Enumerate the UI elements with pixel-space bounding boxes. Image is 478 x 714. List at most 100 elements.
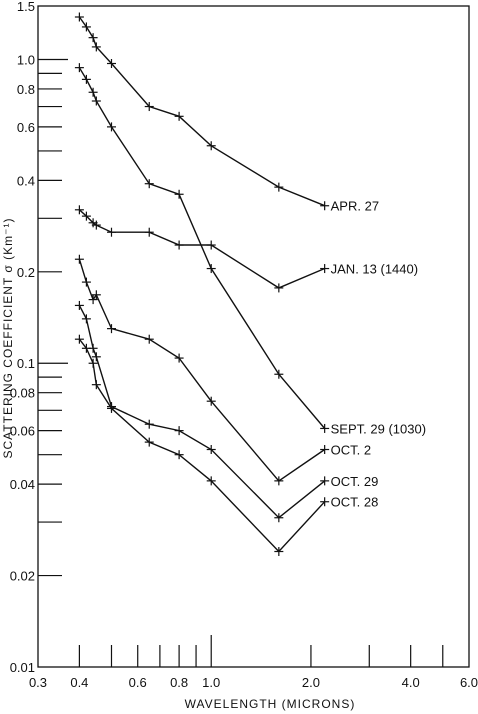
y-tick-label: 0.1 — [17, 356, 35, 371]
data-point — [174, 189, 184, 199]
series-label: JAN. 13 (1440) — [331, 262, 418, 277]
data-point — [106, 324, 116, 334]
y-tick-label: 0.04 — [10, 477, 35, 492]
data-point — [81, 74, 91, 84]
data-point — [88, 87, 98, 97]
data-point — [88, 295, 98, 305]
data-point — [274, 513, 284, 523]
series-label: OCT. 2 — [331, 443, 371, 458]
data-point — [206, 264, 216, 274]
series-points — [74, 12, 330, 557]
data-point — [144, 437, 154, 447]
data-point — [274, 547, 284, 557]
x-tick-label: 1.0 — [202, 675, 220, 690]
data-point — [74, 254, 84, 264]
data-point — [274, 283, 284, 293]
x-tick-label: 0.3 — [29, 675, 47, 690]
data-point — [74, 334, 84, 344]
data-point — [91, 290, 101, 300]
data-point — [74, 205, 84, 215]
data-point — [106, 403, 116, 413]
data-point — [206, 476, 216, 486]
y-tick-label: 1.5 — [17, 0, 35, 14]
data-point — [320, 476, 330, 486]
data-point — [91, 42, 101, 52]
data-point — [81, 343, 91, 353]
data-point — [174, 240, 184, 250]
y-tick-label: 0.2 — [17, 265, 35, 280]
data-point — [91, 220, 101, 230]
x-tick-label: 2.0 — [302, 675, 320, 690]
y-tick-label: 0.4 — [17, 173, 35, 188]
series-label: APR. 27 — [331, 199, 379, 214]
y-tick-label: 0.6 — [17, 120, 35, 135]
data-point — [174, 353, 184, 363]
data-point — [320, 264, 330, 274]
data-point — [74, 300, 84, 310]
y-axis-ticks — [38, 58, 68, 577]
y-tick-label: 0.8 — [17, 82, 35, 97]
y-axis-tick-labels: 0.01 0.02 0.04 0.06 0.08 0.1 0.2 0.4 0.6 0.8 1.0 1.… — [10, 0, 35, 675]
x-tick-label: 0.6 — [129, 675, 147, 690]
series-label: OCT. 28 — [331, 495, 379, 510]
data-point — [144, 334, 154, 344]
x-axis-ticks — [78, 635, 444, 667]
x-tick-label: 0.8 — [170, 675, 188, 690]
y-tick-label: 0.06 — [10, 424, 35, 439]
y-tick-label: 0.02 — [10, 569, 35, 584]
series-line — [78, 67, 326, 429]
data-point — [144, 419, 154, 429]
data-point — [274, 369, 284, 379]
data-point — [274, 476, 284, 486]
series-line — [78, 16, 325, 207]
data-point — [81, 211, 91, 221]
series-labels: APR. 27 SEPT. 29 (1030) JAN. 13 (1440) OCT.… — [331, 199, 426, 510]
data-point — [206, 396, 216, 406]
data-point — [274, 182, 284, 192]
y-axis-title: SCATTERING COEFFICIENT σ (Km⁻¹) — [1, 218, 15, 459]
data-point — [144, 179, 154, 189]
data-point — [206, 445, 216, 455]
y-tick-label: 0.01 — [10, 660, 35, 675]
data-point — [320, 201, 330, 211]
series-line — [78, 338, 326, 553]
series-line — [78, 305, 326, 519]
series-line — [78, 209, 325, 289]
x-axis-tick-labels: 0.3 0.4 0.6 0.8 1.0 2.0 4.0 6.0 — [29, 675, 478, 690]
data-point — [88, 358, 98, 368]
x-axis-title: WAVELENGTH (MICRONS) — [185, 697, 356, 711]
x-tick-label: 0.4 — [70, 675, 88, 690]
data-point — [174, 426, 184, 436]
series-label: OCT. 29 — [331, 474, 379, 489]
data-point — [106, 59, 116, 69]
data-point — [91, 96, 101, 106]
data-point — [320, 445, 330, 455]
data-point — [174, 111, 184, 121]
data-point — [81, 314, 91, 324]
data-point — [144, 102, 154, 112]
series-lines — [78, 16, 326, 553]
data-point — [88, 33, 98, 43]
data-point — [91, 380, 101, 390]
data-point — [81, 277, 91, 287]
series-line — [78, 258, 326, 482]
data-point — [206, 240, 216, 250]
y-tick-label: 0.08 — [10, 386, 35, 401]
data-point — [320, 497, 330, 507]
data-point — [81, 22, 91, 32]
x-tick-label: 6.0 — [460, 675, 478, 690]
data-point — [206, 141, 216, 151]
data-point — [74, 63, 84, 73]
data-point — [174, 450, 184, 460]
x-tick-label: 4.0 — [402, 675, 420, 690]
y-tick-label: 1.0 — [17, 52, 35, 67]
plot-frame — [37, 5, 470, 668]
data-point — [106, 227, 116, 237]
series-label: SEPT. 29 (1030) — [331, 421, 426, 436]
data-point — [106, 122, 116, 132]
data-point — [320, 423, 330, 433]
data-point — [144, 227, 154, 237]
data-point — [74, 12, 84, 22]
data-point — [91, 352, 101, 362]
